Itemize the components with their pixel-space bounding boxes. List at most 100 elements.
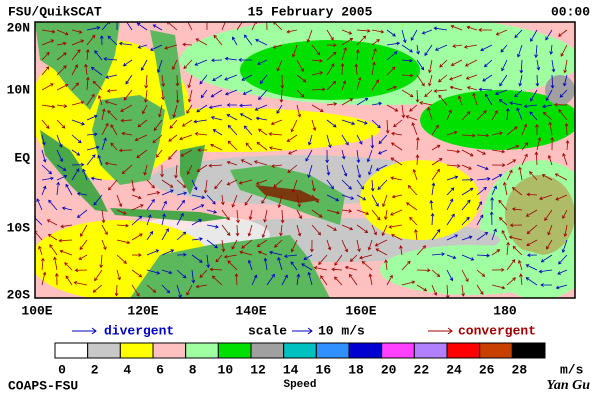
wind-arrow bbox=[156, 59, 163, 74]
wind-arrow bbox=[290, 261, 298, 271]
wind-arrow bbox=[205, 22, 209, 31]
wind-arrow bbox=[511, 187, 523, 196]
wind-arrow bbox=[407, 185, 418, 196]
wind-arrow bbox=[539, 194, 553, 201]
wind-arrow bbox=[99, 254, 104, 269]
wind-arrow bbox=[490, 196, 494, 211]
wind-arrow bbox=[257, 128, 268, 136]
wind-arrow bbox=[326, 43, 337, 48]
wind-arrow bbox=[311, 44, 321, 56]
wind-arrow bbox=[461, 111, 471, 121]
wind-arrow bbox=[341, 119, 356, 126]
wind-arrow bbox=[35, 215, 43, 226]
wind-arrow bbox=[164, 44, 178, 50]
wind-arrow bbox=[186, 284, 193, 296]
wind-arrow bbox=[390, 157, 403, 166]
wind-arrow bbox=[131, 253, 142, 257]
wind-arrow bbox=[517, 259, 523, 271]
colorbar-swatch bbox=[381, 342, 415, 359]
wind-arrow bbox=[506, 159, 517, 166]
wind-arrow bbox=[56, 65, 67, 76]
wind-arrow bbox=[438, 74, 448, 83]
wind-arrow bbox=[143, 164, 148, 176]
wind-arrow bbox=[518, 166, 523, 181]
wind-arrow bbox=[431, 284, 438, 296]
wind-arrow bbox=[311, 194, 319, 203]
wind-arrow bbox=[166, 22, 178, 31]
wind-arrow bbox=[491, 174, 503, 181]
wind-arrow bbox=[41, 119, 50, 129]
wind-arrow bbox=[239, 113, 253, 121]
wind-arrow bbox=[195, 38, 208, 46]
wind-arrow bbox=[466, 86, 478, 91]
wind-arrow bbox=[268, 132, 283, 136]
wind-arrow bbox=[446, 149, 461, 154]
wind-arrow bbox=[341, 224, 354, 231]
wind-arrow bbox=[461, 216, 470, 226]
wind-arrow bbox=[296, 224, 302, 237]
wind-arrow bbox=[341, 149, 346, 160]
wind-arrow bbox=[482, 74, 493, 82]
wind-arrow bbox=[311, 58, 323, 63]
wind-arrow bbox=[176, 252, 187, 257]
wind-arrow bbox=[86, 114, 98, 121]
wind-arrow bbox=[193, 119, 208, 124]
wind-arrow bbox=[40, 257, 45, 271]
wind-arrow bbox=[74, 268, 88, 273]
wind-arrow bbox=[523, 104, 538, 109]
wind-arrow bbox=[186, 22, 193, 31]
wind-arrow bbox=[235, 224, 240, 237]
wind-arrow bbox=[446, 175, 459, 181]
wind-arrow bbox=[137, 44, 148, 49]
wind-arrow bbox=[277, 256, 283, 271]
wind-arrow bbox=[550, 74, 555, 89]
wind-arrow bbox=[326, 80, 337, 91]
wind-arrow bbox=[56, 29, 69, 36]
wind-arrow bbox=[341, 179, 352, 190]
wind-arrow bbox=[239, 103, 253, 108]
wind-arrow bbox=[326, 209, 341, 215]
wind-arrow bbox=[210, 89, 223, 98]
wind-arrow bbox=[208, 104, 223, 110]
wind-arrow bbox=[526, 239, 538, 247]
wind-arrow bbox=[187, 74, 193, 89]
colorbar-swatch bbox=[511, 342, 546, 359]
wind-arrow bbox=[463, 44, 478, 49]
wind-arrow bbox=[385, 119, 390, 134]
wind-arrow bbox=[476, 186, 487, 196]
wind-arrow bbox=[41, 66, 50, 76]
wind-arrow bbox=[506, 277, 516, 286]
wind-arrow bbox=[152, 134, 163, 144]
wind-arrow bbox=[280, 74, 285, 89]
wind-arrow bbox=[416, 59, 425, 71]
lon-label: 100E bbox=[21, 303, 52, 318]
wind-arrow bbox=[156, 149, 163, 158]
wind-arrow bbox=[101, 108, 106, 121]
wind-arrow bbox=[519, 273, 523, 286]
wind-arrow bbox=[386, 51, 398, 61]
header-date: 15 February 2005 bbox=[248, 4, 373, 19]
wind-arrow bbox=[393, 119, 403, 128]
wind-arrow bbox=[41, 83, 54, 91]
wind-arrow bbox=[501, 59, 508, 72]
wind-arrow bbox=[150, 44, 163, 51]
wind-arrow bbox=[563, 59, 568, 74]
wind-arrow bbox=[240, 159, 253, 166]
wind-arrow bbox=[326, 102, 338, 106]
wind-arrow bbox=[146, 230, 154, 241]
wind-arrow bbox=[386, 66, 396, 76]
wind-arrow bbox=[257, 59, 268, 66]
wind-arrow bbox=[94, 50, 103, 61]
wind-arrow bbox=[160, 164, 164, 178]
wind-arrow bbox=[349, 273, 358, 286]
wind-arrow bbox=[491, 110, 498, 121]
wind-arrow bbox=[41, 134, 46, 146]
wind-arrow bbox=[511, 207, 523, 212]
wind-arrow bbox=[415, 154, 420, 166]
wind-arrow bbox=[562, 152, 568, 166]
wind-arrow bbox=[104, 161, 118, 166]
wind-arrow bbox=[277, 194, 283, 209]
wind-arrow bbox=[431, 158, 443, 166]
wind-arrow bbox=[356, 35, 367, 46]
wind-arrow bbox=[558, 109, 568, 121]
